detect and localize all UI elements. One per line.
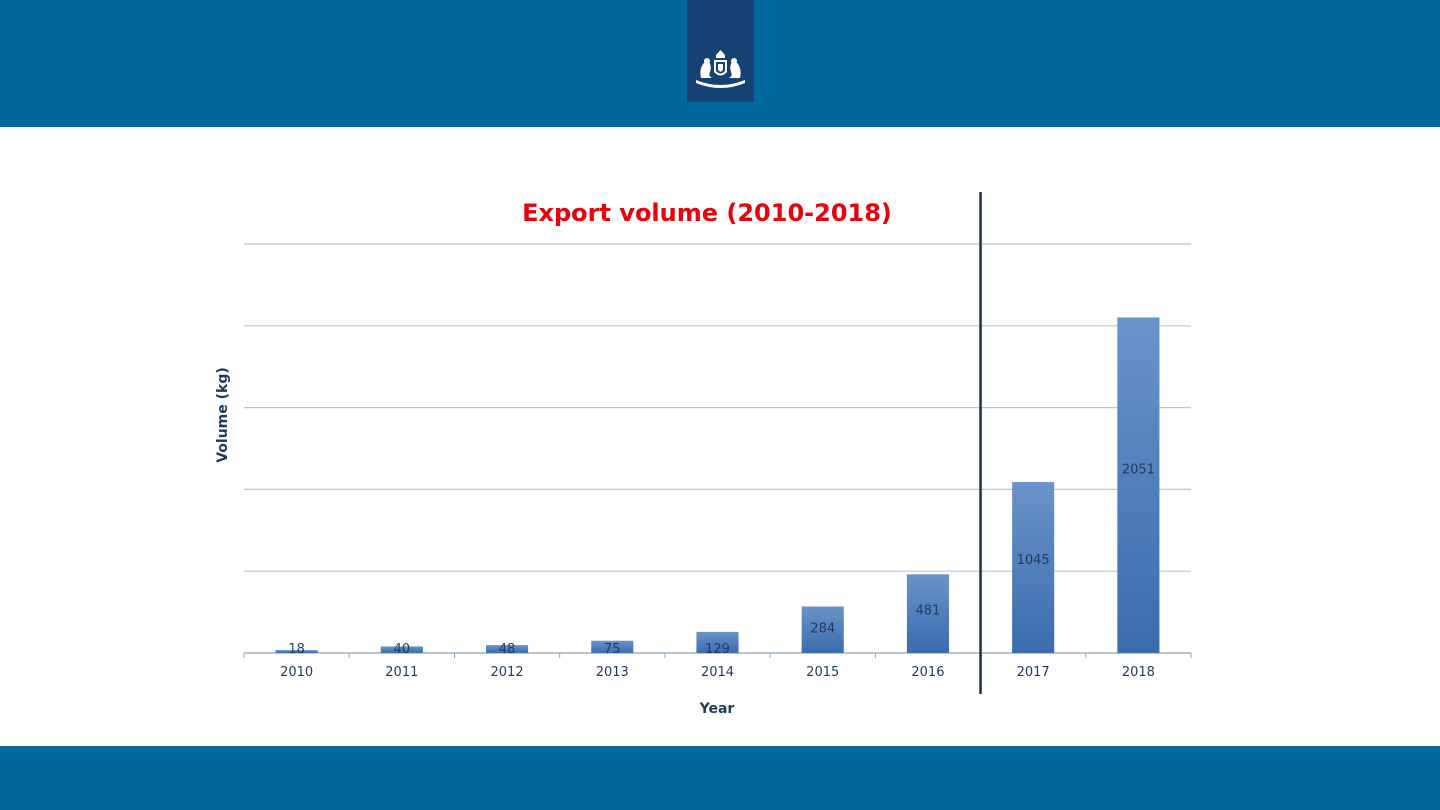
data-label: 75 xyxy=(604,642,621,657)
footer-band xyxy=(0,746,1440,810)
x-tick-label: 2012 xyxy=(491,665,524,680)
data-label: 481 xyxy=(916,604,941,619)
bar-2015 xyxy=(801,606,844,653)
bar-2013 xyxy=(591,640,634,653)
chart: 18 2010 40 2011 48 2012 75 2013 129 2014 284 2015 48… xyxy=(180,180,1240,730)
x-tick-label: 2011 xyxy=(385,665,418,680)
logo xyxy=(687,0,754,102)
x-tick-label: 2014 xyxy=(701,665,734,680)
x-tick-label: 2016 xyxy=(911,665,944,680)
bar-2011 xyxy=(380,646,423,653)
x-tick-label: 2010 xyxy=(280,665,313,680)
data-label: 129 xyxy=(705,642,730,657)
bar-2018 xyxy=(1117,317,1160,653)
x-tick-label: 2018 xyxy=(1122,665,1155,680)
chart-title: Export volume (2010-2018) xyxy=(522,199,892,227)
data-label: 18 xyxy=(288,642,305,657)
x-axis-title: Year xyxy=(699,701,735,717)
data-label: 1045 xyxy=(1017,553,1050,568)
bar-2010 xyxy=(275,650,318,653)
data-label: 2051 xyxy=(1122,462,1155,477)
bar-2016 xyxy=(906,574,949,653)
y-axis-title: Volume (kg) xyxy=(215,367,231,463)
bar-2012 xyxy=(486,645,529,653)
x-tick-label: 2017 xyxy=(1017,665,1050,680)
bar-chart: 18 2010 40 2011 48 2012 75 2013 129 2014 284 2015 48… xyxy=(215,192,1192,717)
x-tick-label: 2015 xyxy=(806,665,839,680)
data-label: 48 xyxy=(499,642,516,657)
data-label: 40 xyxy=(394,642,411,657)
data-label: 284 xyxy=(810,621,835,636)
royal-coat-of-arms-icon xyxy=(696,50,745,88)
bar-2017 xyxy=(1012,482,1055,653)
x-tick-label: 2013 xyxy=(596,665,629,680)
bar-2014 xyxy=(696,631,739,653)
